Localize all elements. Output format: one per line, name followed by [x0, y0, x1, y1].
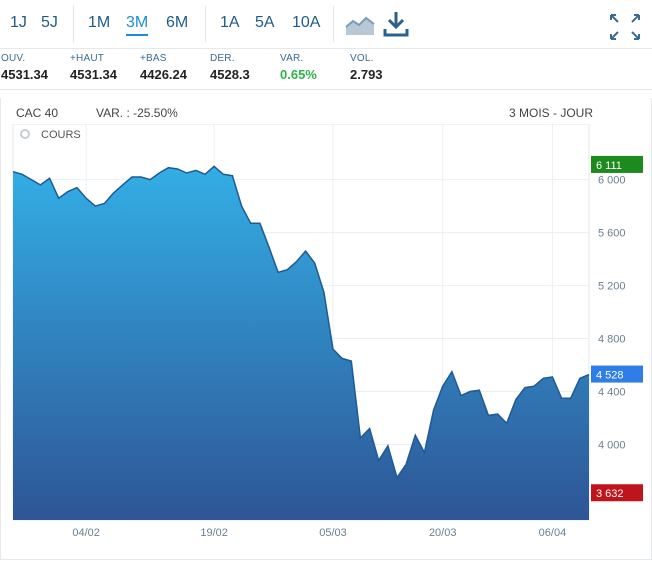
stat-value: 0.65%	[280, 67, 317, 82]
gear-icon[interactable]	[20, 129, 30, 139]
range-5a-button[interactable]: 5A	[255, 14, 275, 31]
fullscreen-icon[interactable]	[608, 12, 642, 42]
series-cours-line	[12, 165, 590, 480]
badge-high	[591, 155, 643, 173]
badge-last-label: 4 528	[596, 370, 624, 382]
badge-low	[591, 484, 643, 502]
badge-high-label: 6 111	[596, 160, 622, 172]
badge-low-label: 3 632	[596, 488, 624, 500]
y-tick-label: 5 200	[598, 281, 626, 293]
range-1j-button[interactable]: 1J	[10, 14, 27, 31]
y-tick-label: 5 600	[598, 228, 626, 240]
series-cours-area	[13, 166, 589, 520]
range-1m-button[interactable]: 1M	[88, 14, 111, 31]
stat-low: +BAS 4426.24	[140, 53, 187, 82]
y-tick-label: 4 400	[598, 387, 626, 399]
x-tick-label: 04/02	[72, 527, 100, 539]
toolbar-separator	[205, 6, 206, 42]
download-icon[interactable]	[383, 10, 409, 38]
stat-label: OUV.	[1, 53, 26, 64]
range-10a-button[interactable]: 10A	[292, 14, 321, 31]
toolbar: 1J 5J 1M 3M 6M 1A 5A 10A	[0, 0, 652, 48]
stat-value: 4528.3	[210, 67, 250, 82]
stat-value: 4531.34	[1, 67, 48, 82]
price-badges: 6 111 4 528 3 632	[591, 155, 643, 502]
range-5j-button[interactable]: 5J	[41, 14, 58, 31]
stat-open: OUV. 4531.34	[1, 53, 48, 82]
x-tick-label: 19/02	[200, 527, 228, 539]
stat-last: DER. 4528.3	[210, 53, 250, 82]
stat-value: 2.793	[350, 67, 383, 82]
chart-panel: CAC 40 VAR. : -25.50% 3 MOIS - JOUR 6 00…	[0, 98, 652, 560]
stats-bar: OUV. 4531.34 +HAUT 4531.34 +BAS 4426.24 …	[0, 48, 652, 90]
range-3m-button[interactable]: 3M	[126, 14, 149, 36]
price-chart[interactable]: 6 000 5 600 5 200 4 800 4 400 4 000 04/02 19/0…	[1, 124, 652, 556]
chart-period: 3 MOIS - JOUR	[508, 106, 593, 120]
stat-volume: VOL. 2.793	[350, 53, 383, 82]
stat-value: 4531.34	[70, 67, 117, 82]
range-1a-button[interactable]: 1A	[220, 14, 240, 31]
y-tick-label: 4 800	[598, 334, 626, 346]
series-legend-label: COURS	[41, 129, 81, 141]
stat-label: VAR.	[280, 53, 304, 64]
stat-value: 4426.24	[140, 67, 187, 82]
y-tick-label: 6 000	[598, 175, 626, 187]
x-tick-label: 05/03	[319, 527, 347, 539]
stat-label: +HAUT	[70, 53, 105, 64]
chart-index-name: CAC 40	[16, 106, 59, 120]
toolbar-separator	[333, 6, 334, 42]
stat-label: VOL.	[350, 53, 374, 64]
chart-variation: VAR. : -25.50%	[96, 106, 178, 120]
x-axis: 04/02 19/02 05/03 20/03 06/04	[72, 527, 566, 539]
series-legend: COURS	[20, 129, 81, 141]
x-tick-label: 20/03	[429, 527, 457, 539]
badge-last	[591, 365, 643, 383]
y-axis: 6 000 5 600 5 200 4 800 4 400 4 000	[598, 175, 626, 452]
stat-high: +HAUT 4531.34	[70, 53, 117, 82]
chart-type-area-icon[interactable]	[345, 13, 375, 37]
stat-variation: VAR. 0.65%	[280, 53, 317, 82]
y-tick-label: 4 000	[598, 440, 626, 452]
stat-label: +BAS	[140, 53, 167, 64]
toolbar-separator	[73, 6, 74, 42]
stat-label: DER.	[210, 53, 235, 64]
range-6m-button[interactable]: 6M	[166, 14, 189, 31]
x-tick-label: 06/04	[539, 527, 567, 539]
